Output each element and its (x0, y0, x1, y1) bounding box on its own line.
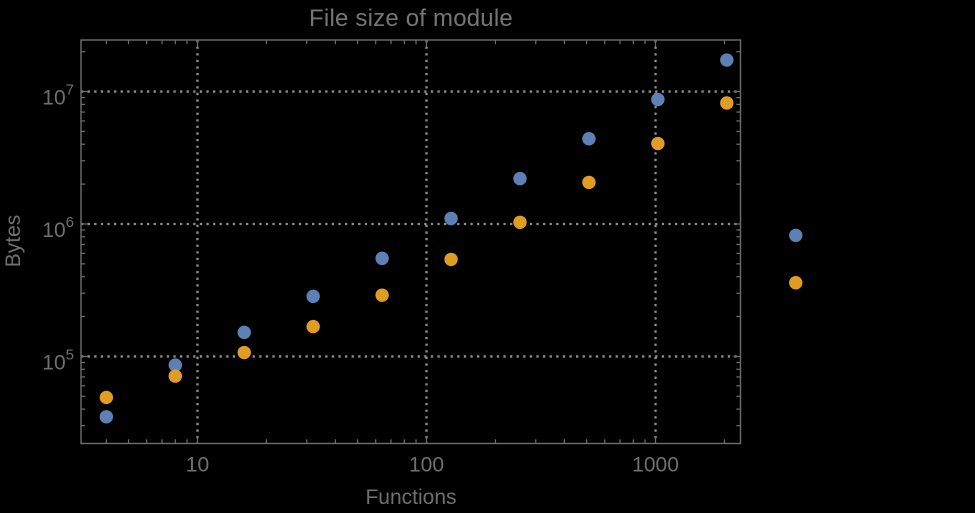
orange-series-point (375, 288, 389, 302)
orange-series-point (99, 390, 114, 405)
orange-series-point (651, 136, 665, 151)
chart-title: File size of module (309, 5, 513, 32)
y-axis-label: Bytes (2, 214, 25, 268)
orange-series-point (720, 96, 734, 110)
blue-series-point (444, 211, 458, 226)
blue-series-point (582, 132, 596, 146)
blue-series-point (375, 251, 389, 266)
y-tick-label: 106 (42, 214, 74, 242)
orange-series-point (789, 276, 803, 290)
orange-series-point (168, 369, 182, 383)
blue-series-point (513, 171, 527, 186)
blue-series-point (720, 53, 734, 67)
blue-series-point (651, 92, 665, 107)
orange-series-point (237, 345, 251, 360)
orange-series-point (306, 319, 320, 334)
x-tick-label: 100 (409, 454, 444, 477)
x-tick-label: 1000 (632, 454, 679, 477)
blue-series-point (99, 410, 114, 424)
x-axis-label: Functions (365, 486, 457, 509)
orange-series-point (582, 175, 596, 190)
y-tick-label: 107 (42, 82, 74, 110)
blue-series-point (306, 289, 320, 304)
x-tick-label: 10 (186, 454, 209, 477)
orange-series-point (513, 215, 527, 229)
y-tick-label: 105 (42, 346, 74, 374)
blue-series-point (789, 228, 803, 243)
blue-series-point (168, 358, 182, 372)
plot-frame (80, 39, 742, 445)
orange-series-point (444, 252, 458, 267)
blue-series-point (237, 325, 251, 340)
